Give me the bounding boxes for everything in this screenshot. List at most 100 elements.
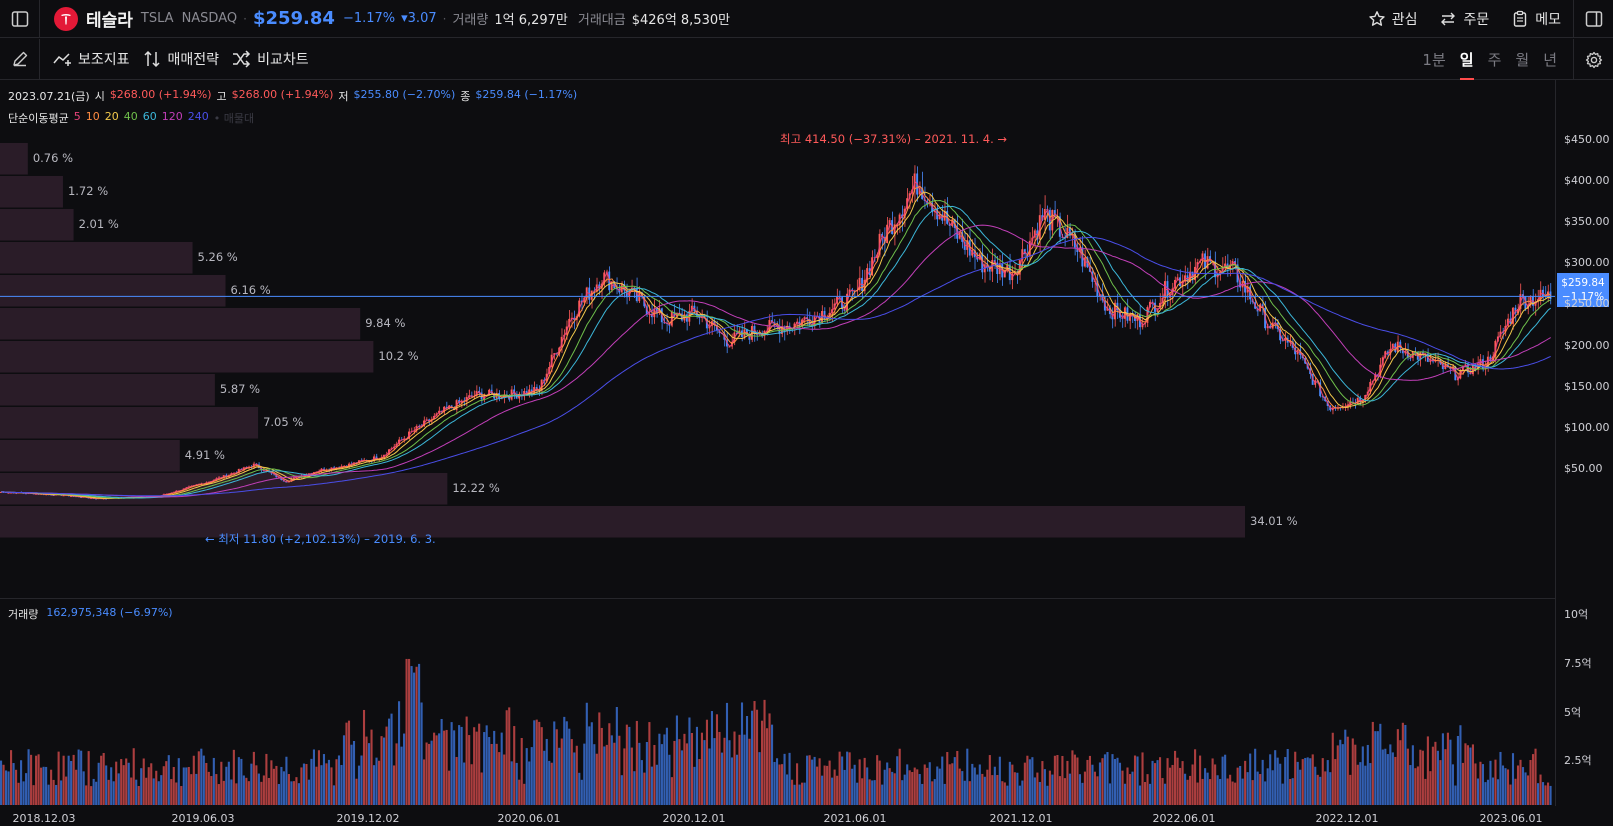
open-value: $268.00 (+1.94%)	[109, 88, 212, 101]
ma-legend[interactable]: 단순이동평균 5 10 20 40 60 120 240 • 매물대	[8, 110, 254, 126]
sidebar-toggle-button[interactable]	[0, 0, 40, 38]
drawing-tool-button[interactable]	[0, 38, 40, 80]
volume-bar	[77, 749, 80, 805]
volume-bar	[743, 734, 746, 805]
memo-button[interactable]: 메모	[1511, 9, 1561, 29]
volume-bar	[500, 732, 503, 805]
volume-bar	[1056, 754, 1059, 805]
y-axis-tick-label: $100.00	[1564, 420, 1610, 434]
volume-bar	[102, 752, 105, 805]
tab-week[interactable]: 주	[1487, 51, 1502, 69]
volume-bar	[678, 739, 681, 805]
volume-bar	[1236, 767, 1239, 805]
right-panel-toggle-button[interactable]	[1573, 0, 1613, 38]
volume-separator	[0, 598, 1555, 599]
volume-bar	[1456, 735, 1459, 805]
volume-bar	[2, 764, 5, 805]
volume-bar	[27, 749, 30, 805]
volume-bar	[1028, 759, 1031, 805]
volume-bar	[896, 756, 899, 805]
compare-chart-button[interactable]: 비교차트	[231, 49, 309, 69]
volume-bar	[167, 755, 170, 805]
volume-bar	[420, 702, 423, 805]
volume-bar	[1266, 768, 1269, 805]
volume-bar	[1026, 755, 1029, 805]
volume-bar	[740, 702, 744, 805]
x-axis-tick-label: 2020.06.01	[497, 812, 561, 825]
watchlist-button[interactable]: 관심	[1368, 9, 1417, 29]
volume-bar	[1254, 748, 1257, 805]
price-tag-value: $259.84	[1561, 277, 1605, 289]
volume-bar	[1399, 740, 1402, 805]
volume-bar	[986, 769, 989, 805]
volume-bar	[630, 747, 633, 805]
volume-bar	[55, 784, 58, 805]
tab-1min[interactable]: 1분	[1422, 51, 1446, 69]
volume-bar	[538, 721, 541, 805]
volume-bar	[838, 751, 841, 805]
volume-bar	[147, 767, 150, 805]
compare-label: 비교차트	[257, 52, 309, 68]
volume-bar	[1138, 785, 1142, 805]
volume-bar	[1531, 754, 1535, 805]
volume-bar	[725, 702, 729, 805]
volume-bar	[1046, 785, 1049, 805]
volume-bar	[107, 779, 110, 805]
strategy-button[interactable]: 매매전략	[142, 49, 219, 69]
volume-bar	[1384, 748, 1387, 805]
volume-bar	[1181, 761, 1184, 805]
volume-bar	[270, 760, 273, 805]
volume-bar	[212, 757, 215, 805]
volume-bar	[1131, 771, 1134, 805]
tab-year[interactable]: 년	[1543, 51, 1557, 69]
indicators-button[interactable]: 보조지표	[52, 49, 130, 69]
volume-bar	[978, 764, 981, 805]
volume-bar	[1216, 775, 1219, 805]
volume-bar	[991, 775, 994, 805]
volume-bar	[781, 764, 784, 805]
volume-bar	[1509, 784, 1512, 805]
volume-bar	[152, 778, 155, 805]
volume-bar	[320, 765, 323, 805]
gear-icon	[1585, 51, 1602, 68]
volume-bar	[112, 781, 115, 805]
volume-bar	[365, 736, 368, 805]
volume-bar	[478, 723, 481, 805]
volume-bar	[1464, 743, 1467, 805]
close-value: $259.84 (−1.17%)	[475, 88, 578, 101]
volume-bar	[1499, 751, 1502, 805]
volume-bar	[791, 779, 794, 805]
volume-bar	[1011, 764, 1014, 805]
volume-bar	[1146, 774, 1149, 805]
volume-bar	[648, 722, 651, 805]
volume-bar	[1098, 762, 1102, 805]
volume-bar	[553, 721, 556, 805]
separator-dot: ·	[442, 11, 447, 26]
volume-bar	[1246, 772, 1249, 805]
volume-bar	[95, 781, 98, 805]
volume-bar	[908, 770, 911, 805]
price-chart[interactable]	[0, 80, 1555, 806]
volume-bar	[891, 771, 894, 805]
tab-month[interactable]: 월	[1515, 51, 1530, 69]
swap-icon	[1441, 12, 1456, 26]
volume-bar	[811, 759, 814, 805]
volume-bar	[302, 763, 305, 805]
volume-bar	[1121, 770, 1124, 805]
volume-bar	[1156, 760, 1159, 805]
volume-bar	[372, 765, 376, 805]
moving-average-line	[1, 205, 1552, 499]
volume-bar	[1211, 758, 1214, 805]
volume-bar	[826, 765, 829, 805]
order-button[interactable]: 주문	[1439, 9, 1489, 29]
tab-day[interactable]: 일	[1459, 39, 1474, 80]
volume-bar	[568, 728, 571, 805]
volume-bar	[1546, 782, 1550, 805]
volume-bar	[262, 775, 265, 805]
volume-bar	[398, 701, 401, 805]
volume-bar	[245, 777, 248, 805]
volume-bar	[227, 761, 230, 805]
volume-bar	[693, 766, 696, 805]
volume-bar	[893, 773, 896, 805]
chart-settings-button[interactable]	[1573, 39, 1613, 80]
